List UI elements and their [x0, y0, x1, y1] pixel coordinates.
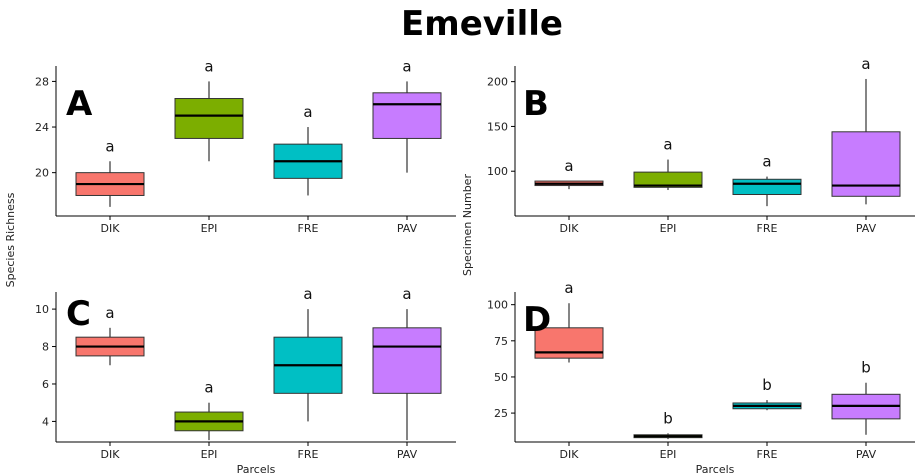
- figure-title: Emeville: [401, 4, 563, 44]
- y-axis-title: Species Richness: [4, 192, 17, 287]
- box-epi: b: [633, 409, 703, 440]
- y-tick-label: 50: [494, 371, 508, 384]
- y-tick-label: 10: [35, 303, 49, 316]
- significance-letter: a: [564, 157, 573, 175]
- x-tick-label: PAV: [856, 222, 877, 235]
- box-dik: a: [534, 279, 604, 363]
- y-tick-label: 100: [487, 165, 508, 178]
- significance-letter: a: [105, 137, 114, 155]
- significance-letter: a: [105, 304, 114, 322]
- significance-letter: a: [564, 279, 573, 297]
- y-tick-label: 8: [42, 341, 49, 354]
- box-dik: a: [534, 157, 604, 190]
- panel-c: 4 6 8 10 a DIK a EPI a FRE a PAV C Parcels: [35, 285, 456, 476]
- significance-letter: a: [204, 57, 213, 75]
- x-axis-title: Parcels: [696, 463, 735, 476]
- panel-d: 25 50 75 100 a DIK b EPI b FRE b PAV D Parcels: [487, 279, 915, 476]
- box-fre: b: [732, 376, 802, 411]
- x-tick-label: FRE: [757, 448, 778, 461]
- box-body: [732, 178, 802, 196]
- box-fre: a: [732, 153, 802, 207]
- x-tick-label: FRE: [298, 448, 319, 461]
- x-tick-label: DIK: [560, 222, 580, 235]
- x-tick-label: FRE: [298, 222, 319, 235]
- x-tick-label: PAV: [397, 448, 418, 461]
- x-tick-label: DIK: [101, 448, 121, 461]
- significance-letter: a: [303, 285, 312, 303]
- box-body: [372, 327, 442, 394]
- box-pav: a: [831, 55, 901, 205]
- y-tick-label: 6: [42, 378, 49, 391]
- box-epi: a: [174, 57, 244, 162]
- y-tick-label: 24: [35, 121, 49, 134]
- y-tick-label: 150: [487, 120, 508, 133]
- x-tick-label: EPI: [201, 222, 218, 235]
- significance-letter: a: [663, 136, 672, 154]
- x-tick-label: PAV: [397, 222, 418, 235]
- significance-letter: a: [204, 379, 213, 397]
- box-pav: b: [831, 359, 901, 435]
- box-fre: a: [273, 103, 343, 196]
- panel-b: 100 150 200 a DIK a EPI a FRE a PAV B Specimen Numbe…: [461, 55, 915, 276]
- y-tick-label: 4: [42, 415, 49, 428]
- y-axis-title: Specimen Number: [461, 174, 474, 276]
- significance-letter: b: [663, 409, 673, 427]
- panels: 20 24 28 a DIK a EPI a FRE a PAV A Species Richness 1…: [4, 55, 915, 476]
- y-tick-label: 75: [494, 335, 508, 348]
- box-pav: a: [372, 285, 442, 441]
- box-pav: a: [372, 57, 442, 173]
- box-epi: a: [174, 379, 244, 441]
- significance-letter: a: [303, 103, 312, 121]
- x-tick-label: PAV: [856, 448, 877, 461]
- x-tick-label: EPI: [201, 448, 218, 461]
- y-tick-label: 200: [487, 76, 508, 89]
- x-tick-label: FRE: [757, 222, 778, 235]
- y-tick-label: 25: [494, 407, 508, 420]
- box-dik: a: [75, 304, 145, 366]
- x-tick-label: EPI: [660, 222, 677, 235]
- y-tick-label: 28: [35, 75, 49, 88]
- panel-letter: A: [66, 84, 93, 124]
- significance-letter: b: [861, 359, 871, 377]
- box-body: [372, 92, 442, 139]
- panel-letter: C: [66, 294, 91, 334]
- significance-letter: b: [762, 376, 772, 394]
- box-body: [633, 171, 703, 188]
- x-tick-label: DIK: [560, 448, 580, 461]
- y-tick-label: 20: [35, 167, 49, 180]
- box-body: [174, 98, 244, 139]
- box-epi: a: [633, 136, 703, 191]
- significance-letter: a: [402, 285, 411, 303]
- x-tick-label: EPI: [660, 448, 677, 461]
- y-tick-label: 100: [487, 299, 508, 312]
- panel-letter: B: [523, 84, 549, 124]
- box-dik: a: [75, 137, 145, 207]
- significance-letter: a: [762, 153, 771, 171]
- panel-letter: D: [523, 300, 551, 340]
- significance-letter: a: [861, 55, 870, 73]
- significance-letter: a: [402, 57, 411, 75]
- x-axis-title: Parcels: [237, 463, 276, 476]
- box-fre: a: [273, 285, 343, 422]
- panel-a: 20 24 28 a DIK a EPI a FRE a PAV A Species Richness: [4, 57, 456, 287]
- x-tick-label: DIK: [101, 222, 121, 235]
